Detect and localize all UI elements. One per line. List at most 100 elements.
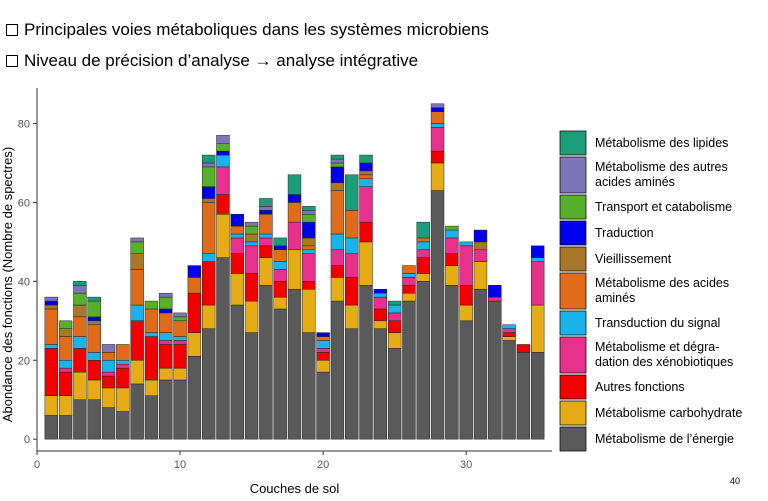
bullet-text-1: Principales voies métaboliques dans les … [24, 20, 489, 39]
bar-segment [259, 237, 273, 247]
bar-segment [230, 233, 244, 239]
bar-segment [330, 249, 345, 266]
bar-segment [187, 292, 202, 333]
bar-segment [187, 277, 202, 294]
bar-segment [430, 162, 445, 191]
bar-segment [159, 340, 173, 345]
bar-segment [58, 367, 73, 373]
bar-segment [159, 296, 173, 310]
bar-segment [187, 265, 202, 278]
bar-segment [44, 296, 58, 302]
bar-segment [430, 111, 445, 124]
y-axis-title: Abondance des fonctions (Nombre de spect… [0, 147, 15, 422]
bar-segment [58, 360, 73, 369]
bar-segment [273, 245, 287, 251]
bar-segment [359, 241, 373, 286]
bar-segment [273, 281, 287, 298]
bar-segment [87, 296, 101, 302]
bar-segment [259, 257, 273, 286]
bar-segment [302, 210, 316, 215]
bar-segment [216, 150, 230, 156]
bar-segment [73, 316, 87, 337]
bar-segment [445, 265, 459, 286]
bar-segment [359, 162, 373, 172]
bar-segment [373, 320, 388, 329]
bar-segment [73, 336, 87, 349]
bar-segment [201, 304, 216, 329]
bar-segment [445, 253, 459, 266]
bar-segment [473, 288, 488, 440]
bar-segment [531, 257, 545, 262]
bar-segment [201, 186, 216, 199]
y-tick-label: 40 [18, 276, 30, 288]
bar-segment [330, 277, 345, 302]
bar-segment [531, 352, 545, 440]
bar-segment [531, 261, 545, 306]
bar-segment [287, 194, 302, 203]
bar-segment [402, 300, 416, 440]
legend-item: Métabolisme carbohydrate [559, 400, 742, 426]
bar-segment [159, 367, 173, 381]
bar-segment [502, 328, 516, 333]
bar-segment [201, 261, 216, 306]
bar-segment [159, 379, 173, 440]
bar-segment [216, 214, 230, 258]
bar-segment [87, 399, 101, 440]
bar-segment [302, 281, 316, 290]
bar-segment [201, 162, 216, 168]
bar-segment [330, 190, 345, 235]
bar-segment [473, 249, 488, 262]
bars-group [44, 103, 545, 440]
bar-segment [359, 154, 373, 164]
bar-segment [459, 320, 473, 440]
bar-segment [44, 344, 58, 349]
bar-segment [101, 352, 116, 361]
bar-segment [330, 162, 345, 168]
bar-segment [244, 221, 259, 227]
bar-segment [216, 142, 230, 152]
legend-swatch [559, 156, 587, 194]
legend-item: Autres fonctions [559, 374, 685, 400]
bar-segment [430, 127, 445, 152]
bar-segment [445, 285, 459, 440]
bar-segment [430, 103, 445, 108]
bar-segment [502, 336, 516, 341]
legend-item: Métabolisme et dégra-dation des xénobiot… [559, 336, 733, 374]
bar-segment [73, 304, 87, 318]
bar-segment [187, 332, 202, 357]
bar-segment [402, 273, 416, 278]
bar-segment [201, 166, 216, 187]
legend-label: Autres fonctions [595, 380, 685, 394]
bullet-item-2: Niveau de précision d’analyse → analyse … [0, 51, 418, 71]
bar-segment [302, 288, 316, 333]
bar-segment [259, 198, 273, 207]
bar-segment [216, 135, 230, 144]
bar-segment [345, 277, 359, 306]
legend-label: Vieillissement [595, 252, 672, 266]
bar-segment [387, 348, 402, 440]
bar-segment [316, 371, 330, 440]
bar-segment [302, 249, 316, 254]
legend-swatch [559, 374, 587, 400]
bar-segment [58, 328, 73, 337]
bar-segment [416, 241, 430, 251]
legend-label: Métabolisme des acides [595, 276, 729, 290]
bar-segment [244, 245, 259, 274]
bar-segment [330, 182, 345, 191]
bar-segment [230, 304, 244, 440]
bar-segment [287, 221, 302, 251]
bar-segment [230, 225, 244, 235]
bar-segment [230, 237, 244, 254]
bar-segment [144, 379, 159, 397]
bar-segment [287, 249, 302, 290]
bar-segment [459, 245, 473, 286]
bar-segment [430, 150, 445, 164]
bar-segment [259, 206, 273, 211]
bar-segment [73, 348, 87, 373]
bullet-item-1: Principales voies métaboliques dans les … [0, 20, 489, 40]
legend-swatch [559, 272, 587, 310]
bar-segment [144, 336, 159, 381]
bar-segment [287, 174, 302, 195]
bar-segment [201, 198, 216, 203]
